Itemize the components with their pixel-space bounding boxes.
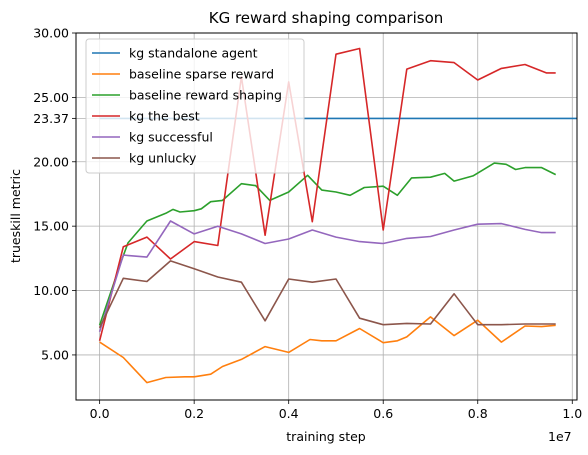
legend-entry: baseline reward shaping — [129, 88, 282, 103]
y-axis-label: trueskill metric — [8, 169, 23, 263]
x-tick-label: 0.4 — [279, 406, 299, 421]
legend-entry: kg standalone agent — [129, 46, 258, 61]
y-axis-multiplier: 1e7 — [548, 429, 572, 444]
chart-title: KG reward shaping comparison — [209, 9, 444, 27]
x-tick-label: 0.6 — [373, 406, 393, 421]
legend-entry: baseline sparse reward — [129, 67, 274, 82]
x-tick-label: 0.2 — [184, 406, 204, 421]
x-axis-label: training step — [286, 429, 366, 444]
y-tick-label: 25.00 — [33, 90, 69, 105]
y-tick-label: 23.37 — [33, 111, 69, 126]
x-tick-label: 0.8 — [468, 406, 488, 421]
y-tick-label: 30.00 — [33, 26, 69, 41]
legend-entry: kg the best — [129, 109, 200, 124]
x-tick-label: 0.0 — [90, 406, 110, 421]
legend-entry: kg unlucky — [129, 151, 197, 166]
y-tick-label: 5.00 — [41, 347, 69, 362]
y-tick-label: 15.00 — [33, 219, 69, 234]
y-tick-label: 10.00 — [33, 283, 69, 298]
legend-entry: kg successful — [129, 130, 213, 145]
x-tick-label: 1.0 — [562, 406, 582, 421]
y-tick-label: 20.00 — [33, 154, 69, 169]
legend: kg standalone agent baseline sparse rewar… — [86, 39, 304, 173]
